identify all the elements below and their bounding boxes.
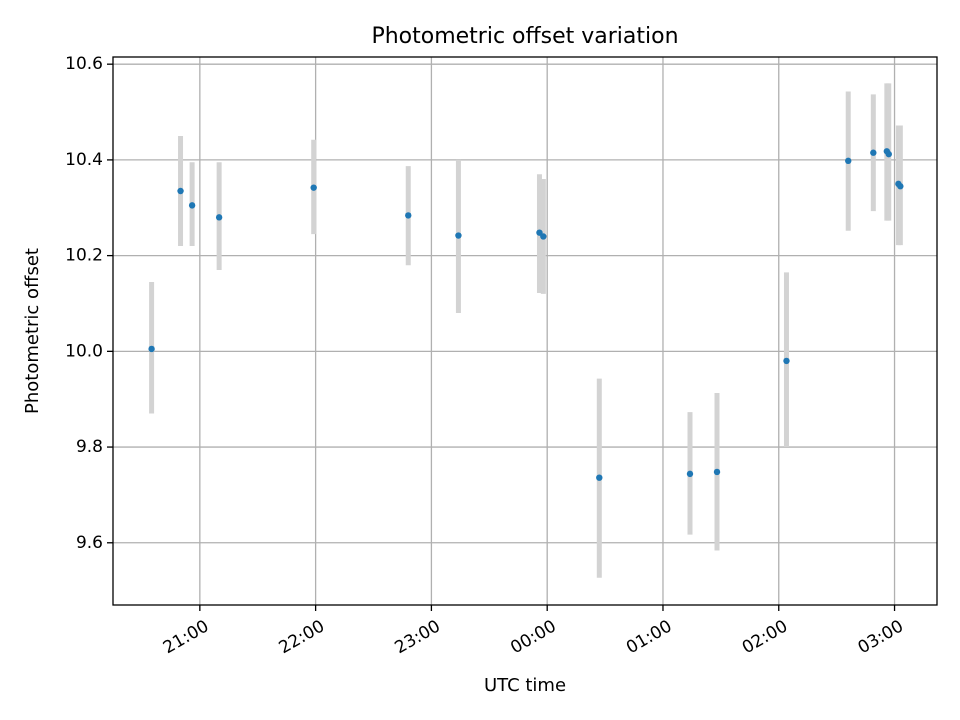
data-point	[310, 184, 317, 191]
data-point	[713, 468, 721, 476]
y-axis-label: Photometric offset	[22, 248, 43, 414]
grid	[113, 57, 937, 605]
y-tick-label: 10.4	[65, 150, 103, 170]
y-tick-label: 10.6	[65, 54, 103, 74]
y-tick-label: 10.0	[65, 341, 103, 361]
y-axis-ticks: 9.6 9.8 10.0 10.2 10.4 10.6	[65, 54, 113, 553]
data-point	[596, 474, 603, 481]
plot-frame	[112, 56, 938, 606]
data-point	[885, 150, 892, 158]
data-point	[870, 149, 877, 156]
data-point	[783, 357, 790, 365]
data-points	[148, 148, 904, 481]
x-axis-label: UTC time	[484, 675, 566, 696]
data-point	[148, 345, 155, 353]
data-point	[686, 470, 694, 478]
data-point	[897, 183, 904, 190]
data-point	[405, 212, 412, 219]
data-point	[845, 157, 852, 165]
data-point	[188, 202, 196, 209]
data-point	[215, 214, 223, 221]
data-point	[455, 232, 462, 239]
y-tick-label: 9.8	[76, 437, 103, 457]
data-point	[540, 233, 547, 240]
y-tick-label: 10.2	[65, 246, 103, 266]
y-tick-label: 9.6	[76, 533, 103, 553]
chart-title: Photometric offset variation	[371, 24, 678, 49]
data-point	[177, 187, 184, 195]
